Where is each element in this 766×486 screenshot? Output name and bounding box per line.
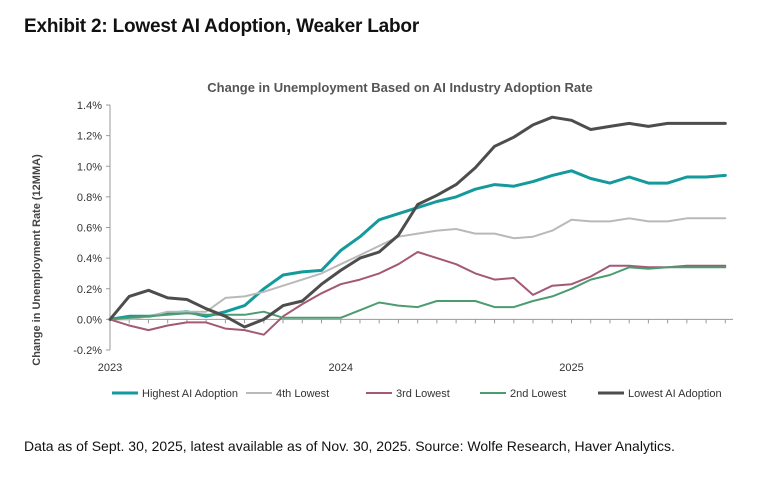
line-chart: Change in Unemployment Based on AI Indus…: [31, 80, 733, 400]
y-tick-label: 0.2%: [77, 284, 102, 296]
series-line-3: [109, 266, 727, 321]
exhibit-title: Exhibit 2: Lowest AI Adoption, Weaker La…: [24, 16, 420, 37]
footnote: Data as of Sept. 30, 2025, latest availa…: [24, 438, 675, 454]
series-lines: [108, 115, 727, 336]
x-tick-label: 2024: [328, 362, 352, 374]
legend-label: 3rd Lowest: [396, 388, 450, 400]
y-tick-label: 0.6%: [77, 223, 102, 235]
y-tick-label: 0.8%: [77, 192, 102, 204]
y-tick-label: 1.2%: [77, 131, 102, 143]
series-line-4: [108, 115, 727, 329]
legend-label: 2nd Lowest: [510, 388, 566, 400]
axes: -0.2% 0.0% 0.2% 0.4% 0.6% 0.8% 1.0% 1.2% 1.4% 202…: [73, 100, 733, 374]
x-tick-label: 2025: [559, 362, 583, 374]
y-tick-label: -0.2%: [73, 345, 102, 357]
chart-title: Change in Unemployment Based on AI Indus…: [207, 80, 592, 95]
series-line-1: [109, 217, 727, 321]
y-tick-label: 1.4%: [77, 100, 102, 112]
legend-label: Highest AI Adoption: [142, 388, 238, 400]
y-tick-label: 0.0%: [77, 314, 102, 326]
series-line-0: [108, 169, 727, 321]
y-tick-label: 1.0%: [77, 161, 102, 173]
legend: Highest AI Adoption 4th Lowest 3rd Lowest 2…: [112, 388, 722, 400]
y-tick-label: 0.4%: [77, 253, 102, 265]
legend-label: 4th Lowest: [276, 388, 329, 400]
series-line-2: [109, 251, 727, 336]
legend-label: Lowest AI Adoption: [628, 388, 722, 400]
y-axis-label: Change in Unemployment Rate (12MMA): [31, 154, 43, 366]
x-tick-label: 2023: [98, 362, 122, 374]
